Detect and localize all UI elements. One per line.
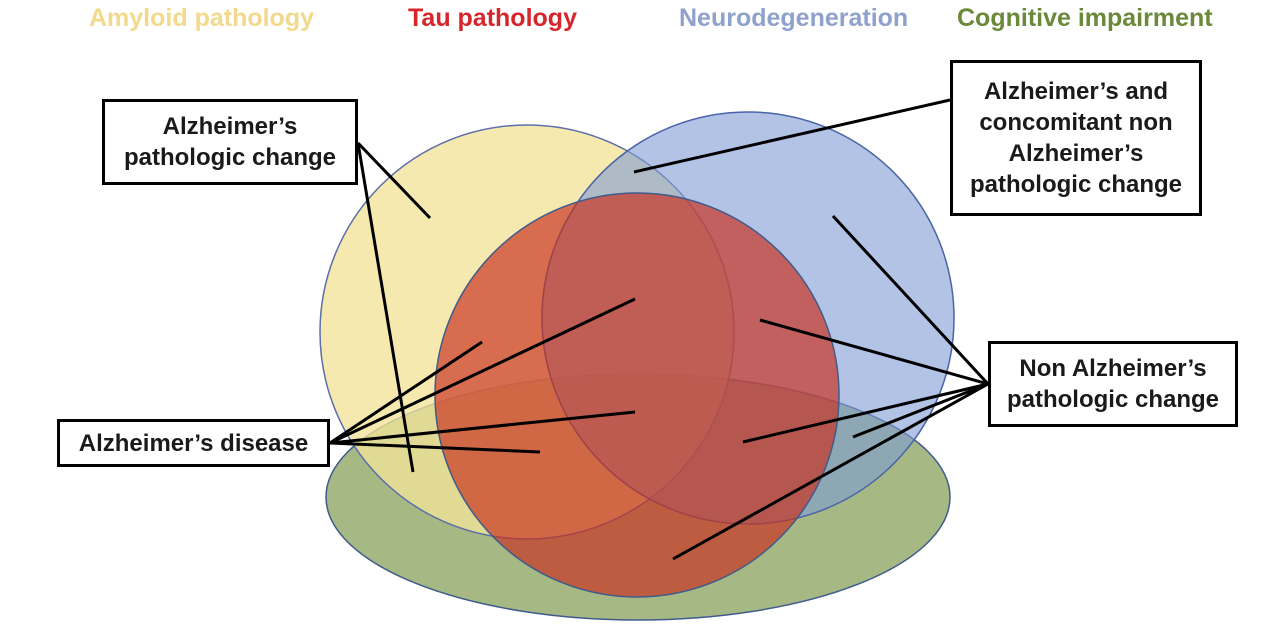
- connector-ad-1: [329, 340, 483, 445]
- connector-nonad-5: [672, 382, 989, 561]
- label-concomitant-line-4: pathologic change: [969, 171, 1182, 198]
- label-apc-line-1: Alzheimer’s: [162, 113, 298, 140]
- connector-ad-3: [329, 410, 636, 445]
- connector-apc-1: [356, 141, 432, 220]
- label-concomitant-line-2: concomitant non: [979, 109, 1173, 136]
- label-alzheimers-disease: Alzheimer’s disease: [57, 419, 330, 467]
- connector-lines: [329, 98, 990, 561]
- tau-pathology-set: [434, 192, 840, 598]
- label-nonad-line-1: Non Alzheimer’s: [1019, 355, 1207, 382]
- label-ad-line-1: Alzheimer’s disease: [78, 429, 309, 457]
- legend-neurodegeneration: Neurodegeneration: [679, 4, 909, 32]
- connector-concomitant: [633, 98, 951, 174]
- legend-cognitive-impairment: Cognitive impairment: [957, 4, 1213, 32]
- label-apc-line-2: pathologic change: [123, 144, 336, 171]
- connector-nonad-1: [831, 214, 990, 386]
- label-nonad-line-2: pathologic change: [1006, 386, 1219, 413]
- legend-tau-pathology: Tau pathology: [408, 4, 577, 32]
- label-alzheimers-pathologic-change: Alzheimer’s pathologic change: [102, 99, 358, 185]
- connector-nonad-2: [759, 318, 989, 386]
- label-non-alzheimers-pathologic-change: Non Alzheimer’s pathologic change: [988, 341, 1238, 427]
- connector-nonad-4: [852, 382, 989, 439]
- label-concomitant-line-3: Alzheimer’s: [1008, 140, 1144, 167]
- connector-ad-4: [329, 441, 541, 454]
- legend-amyloid-pathology: Amyloid pathology: [89, 4, 314, 32]
- connector-ad-2: [329, 297, 636, 445]
- label-concomitant-line-1: Alzheimer’s and: [983, 78, 1169, 105]
- connector-nonad-3: [742, 382, 989, 444]
- label-alzheimers-and-concomitant: Alzheimer’s and concomitant non Alzheime…: [950, 60, 1202, 216]
- connector-apc-2: [356, 142, 415, 473]
